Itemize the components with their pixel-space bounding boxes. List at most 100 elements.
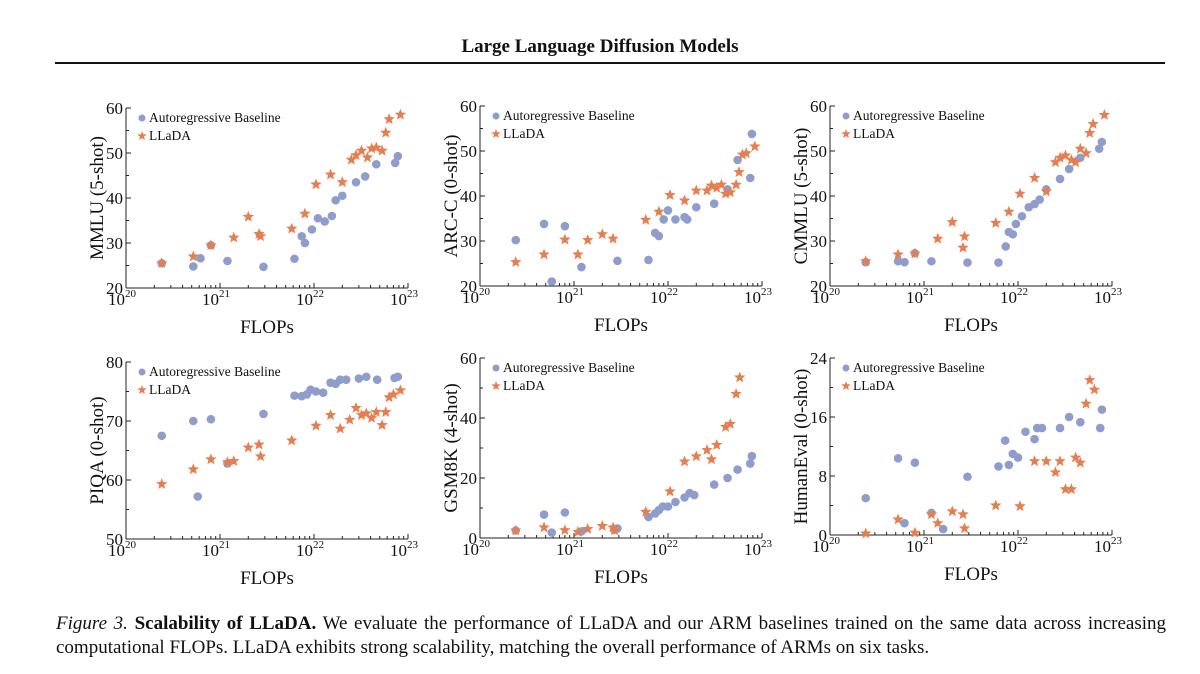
llada-point (286, 434, 298, 446)
arm-point (1075, 153, 1085, 163)
llada-point (711, 439, 723, 450)
arm-point (994, 462, 1003, 471)
x-tick-label: 1021 (906, 286, 934, 307)
arm-point (259, 262, 268, 272)
arm-point (539, 510, 549, 519)
llada-point (510, 256, 522, 267)
arm-point (318, 388, 328, 397)
legend-label-arm: Autoregressive Baseline (853, 360, 985, 375)
figure-label: Figure 3. (56, 613, 128, 634)
arm-point (861, 493, 871, 503)
arm-point (193, 492, 203, 501)
llada-point (376, 144, 388, 156)
llada-point (1054, 455, 1066, 467)
figure-title: Scalability of LLaDA. (134, 613, 317, 634)
chart-panel-6: 0 8 16 24 1020 1021 1022 1023 FLOPs HumanEval (0-… (791, 349, 1123, 585)
y-axis-label: ARC-C (0-shot) (441, 135, 462, 258)
llada-point (394, 384, 407, 396)
arm-point (157, 431, 167, 441)
legend-marker-arm (492, 364, 500, 372)
chart-panel-1: 20 30 40 50 60 1020 1021 1022 1023 FLOPs MMLU (5-s… (87, 99, 419, 338)
x-tick-label: 1023 (390, 288, 419, 309)
arm-point (1097, 405, 1107, 414)
legend-marker-llada (841, 129, 851, 139)
arm-point (1064, 412, 1074, 422)
llada-point (664, 189, 676, 200)
llada-point (582, 523, 594, 534)
arm-point (613, 256, 622, 266)
llada-point (242, 210, 254, 222)
arm-point (393, 151, 403, 161)
y-tick-label: 60 (106, 99, 123, 118)
llada-point (253, 438, 265, 450)
llada-point (1087, 118, 1099, 129)
llada-point (336, 176, 348, 188)
arm-point (1000, 436, 1010, 445)
arm-point (1008, 229, 1018, 239)
arm-point (196, 253, 205, 263)
llada-point (286, 222, 298, 234)
arm-point (893, 454, 903, 463)
y-tick-label: 0 (819, 526, 828, 545)
legend-marker-arm (842, 364, 850, 372)
arm-point (300, 238, 310, 248)
x-tick-label: 1023 (744, 538, 773, 559)
llada-point (909, 526, 921, 538)
page-header: Large Language Diffusion Models (461, 36, 739, 57)
llada-point (344, 413, 356, 425)
llada-point (990, 499, 1002, 511)
llada-point (860, 527, 872, 539)
llada-point (156, 478, 168, 489)
caption-text: We evaluate the performance of LLaDA and… (56, 613, 1167, 658)
llada-point (749, 140, 761, 152)
x-tick-label: 1021 (556, 538, 584, 559)
arm-point (671, 497, 680, 507)
llada-point (360, 407, 372, 419)
arm-point (371, 159, 381, 169)
llada-point (958, 230, 971, 242)
llada-point (365, 412, 378, 423)
legend-marker-arm (492, 112, 500, 120)
y-tick-label: 50 (810, 142, 827, 161)
legend-marker-llada (491, 381, 501, 391)
y-tick-label: 50 (106, 144, 123, 163)
y-tick-label: 60 (460, 97, 477, 116)
arm-point (1055, 423, 1065, 433)
arm-point (994, 258, 1003, 267)
x-tick-label: 1020 (108, 288, 137, 309)
llada-point (205, 239, 217, 251)
arm-point (337, 191, 347, 201)
y-tick-label: 30 (106, 234, 123, 253)
legend-label-llada: LLaDA (503, 126, 545, 141)
llada-point (740, 147, 752, 159)
legend-label-arm: Autoregressive Baseline (853, 108, 985, 123)
arm-point (361, 372, 371, 382)
llada-point (596, 520, 608, 531)
llada-point (355, 144, 368, 156)
llada-point (380, 126, 392, 138)
llada-point (719, 187, 732, 199)
llada-point (1003, 205, 1015, 217)
legend-marker-llada (491, 129, 501, 139)
llada-point (690, 450, 702, 462)
llada-point (719, 421, 732, 432)
llada-point (690, 184, 702, 196)
llada-point (860, 255, 872, 267)
llada-point (559, 233, 571, 245)
chart-panel-4: 50 60 70 80 1020 1021 1022 1023 FLOPs PIQA (0-sho… (87, 353, 419, 589)
legend-marker-llada (137, 385, 147, 395)
llada-point (1059, 483, 1072, 495)
y-tick-label: 40 (810, 187, 827, 206)
arm-point (560, 221, 570, 231)
llada-point (242, 441, 254, 453)
llada-point (376, 419, 388, 430)
y-axis-label: PIQA (0-shot) (87, 396, 108, 504)
llada-point (538, 521, 550, 533)
llada-point (350, 149, 362, 161)
llada-point (510, 524, 522, 536)
x-tick-label: 1021 (556, 286, 584, 307)
x-tick-label: 1022 (650, 286, 678, 307)
arm-point (709, 199, 719, 208)
arm-point (893, 256, 903, 266)
